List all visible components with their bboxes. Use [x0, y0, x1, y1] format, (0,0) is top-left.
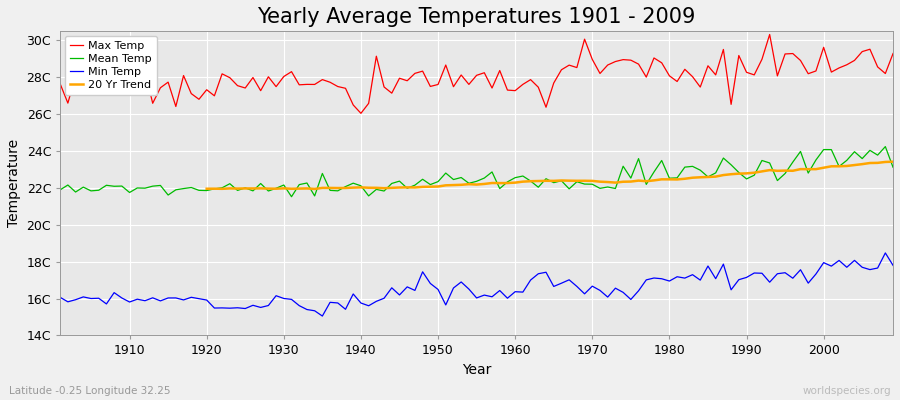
- Y-axis label: Temperature: Temperature: [7, 139, 21, 228]
- 20 Yr Trend: [293, 186, 304, 191]
- Line: Min Temp: Min Temp: [60, 253, 893, 316]
- Line: Max Temp: Max Temp: [60, 34, 893, 113]
- Min Temp: [880, 250, 891, 255]
- Min Temp: [340, 307, 351, 312]
- 20 Yr Trend: [310, 186, 320, 191]
- Mean Temp: [880, 144, 891, 149]
- Max Temp: [887, 51, 898, 56]
- Line: Mean Temp: Mean Temp: [60, 146, 893, 197]
- 20 Yr Trend: [202, 186, 212, 191]
- Min Temp: [317, 314, 328, 318]
- Mean Temp: [340, 184, 351, 189]
- Text: worldspecies.org: worldspecies.org: [803, 386, 891, 396]
- Min Temp: [509, 289, 520, 294]
- Max Temp: [55, 81, 66, 86]
- 20 Yr Trend: [887, 159, 898, 164]
- Mean Temp: [887, 165, 898, 170]
- Mean Temp: [610, 186, 621, 191]
- Max Temp: [116, 75, 127, 80]
- Min Temp: [887, 263, 898, 268]
- Min Temp: [286, 297, 297, 302]
- Legend: Max Temp, Mean Temp, Min Temp, 20 Yr Trend: Max Temp, Mean Temp, Min Temp, 20 Yr Tre…: [65, 36, 158, 95]
- Min Temp: [518, 290, 528, 294]
- Line: 20 Yr Trend: 20 Yr Trend: [207, 162, 893, 189]
- Mean Temp: [116, 184, 127, 188]
- Mean Temp: [509, 175, 520, 180]
- Max Temp: [610, 59, 621, 64]
- Title: Yearly Average Temperatures 1901 - 2009: Yearly Average Temperatures 1901 - 2009: [257, 7, 696, 27]
- Min Temp: [116, 296, 127, 300]
- Max Temp: [509, 88, 520, 93]
- 20 Yr Trend: [795, 167, 806, 172]
- Max Temp: [518, 82, 528, 87]
- Mean Temp: [293, 182, 304, 187]
- X-axis label: Year: Year: [462, 363, 491, 377]
- 20 Yr Trend: [779, 168, 790, 173]
- 20 Yr Trend: [418, 184, 428, 189]
- Mean Temp: [518, 174, 528, 178]
- 20 Yr Trend: [865, 161, 876, 166]
- Max Temp: [332, 84, 343, 89]
- Text: Latitude -0.25 Longitude 32.25: Latitude -0.25 Longitude 32.25: [9, 386, 170, 396]
- Mean Temp: [55, 188, 66, 192]
- Max Temp: [356, 111, 366, 116]
- 20 Yr Trend: [687, 175, 698, 180]
- Min Temp: [610, 286, 621, 290]
- Max Temp: [764, 32, 775, 37]
- Max Temp: [286, 69, 297, 74]
- Min Temp: [55, 295, 66, 300]
- Mean Temp: [286, 194, 297, 199]
